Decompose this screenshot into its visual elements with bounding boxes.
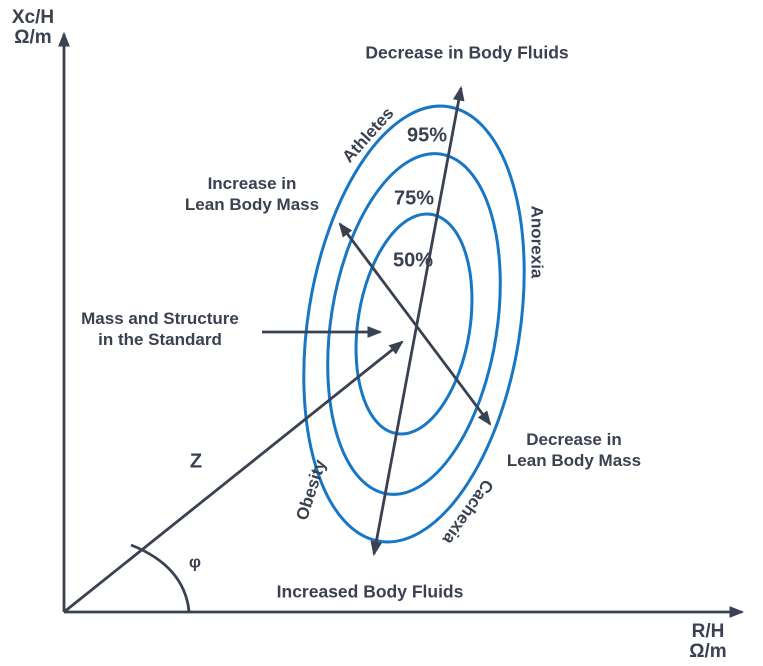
y-axis-label-line2: Ω/m: [14, 27, 52, 48]
x-axis-label-line2: Ω/m: [689, 641, 727, 662]
axes-and-arrows: [58, 31, 745, 618]
increase-lean-mass-line2: Lean Body Mass: [184, 195, 320, 214]
decrease-lean-mass-line2: Lean Body Mass: [506, 451, 642, 470]
center-annotation-line2: in the Standard: [98, 330, 222, 349]
increase-lean-mass-label: Increase in Lean Body Mass: [185, 173, 319, 215]
phase-angle-label: φ: [188, 552, 202, 572]
increased-body-fluids-label: Increased Body Fluids: [276, 581, 464, 602]
y-axis-label-line1: Xc/H: [11, 7, 55, 28]
center-annotation-label: Mass and Structure in the Standard: [81, 308, 239, 350]
lean-body-mass-axis: [338, 222, 492, 426]
impedance-vector-line: [63, 340, 404, 614]
center-annotation-line1: Mass and Structure: [81, 309, 239, 328]
increase-lean-mass-line1: Increase in: [207, 174, 297, 193]
y-axis-label: Xc/H Ω/m: [12, 8, 54, 48]
percentile-50-label: 50%: [392, 249, 434, 272]
x-axis-label-line1: R/H: [691, 621, 725, 642]
decrease-lean-mass-label: Decrease in Lean Body Mass: [507, 429, 641, 471]
decrease-body-fluids-label: Decrease in Body Fluids: [365, 42, 569, 63]
decrease-lean-mass-line1: Decrease in: [526, 430, 622, 449]
quadrant-label-anorexia: Anorexia: [527, 205, 547, 279]
x-axis-label: R/H Ω/m: [689, 622, 726, 662]
impedance-vector-label: Z: [189, 450, 203, 473]
phase-angle-arc: [130, 543, 191, 612]
percentile-95-label: 95%: [406, 124, 448, 147]
percentile-75-label: 75%: [393, 187, 435, 210]
